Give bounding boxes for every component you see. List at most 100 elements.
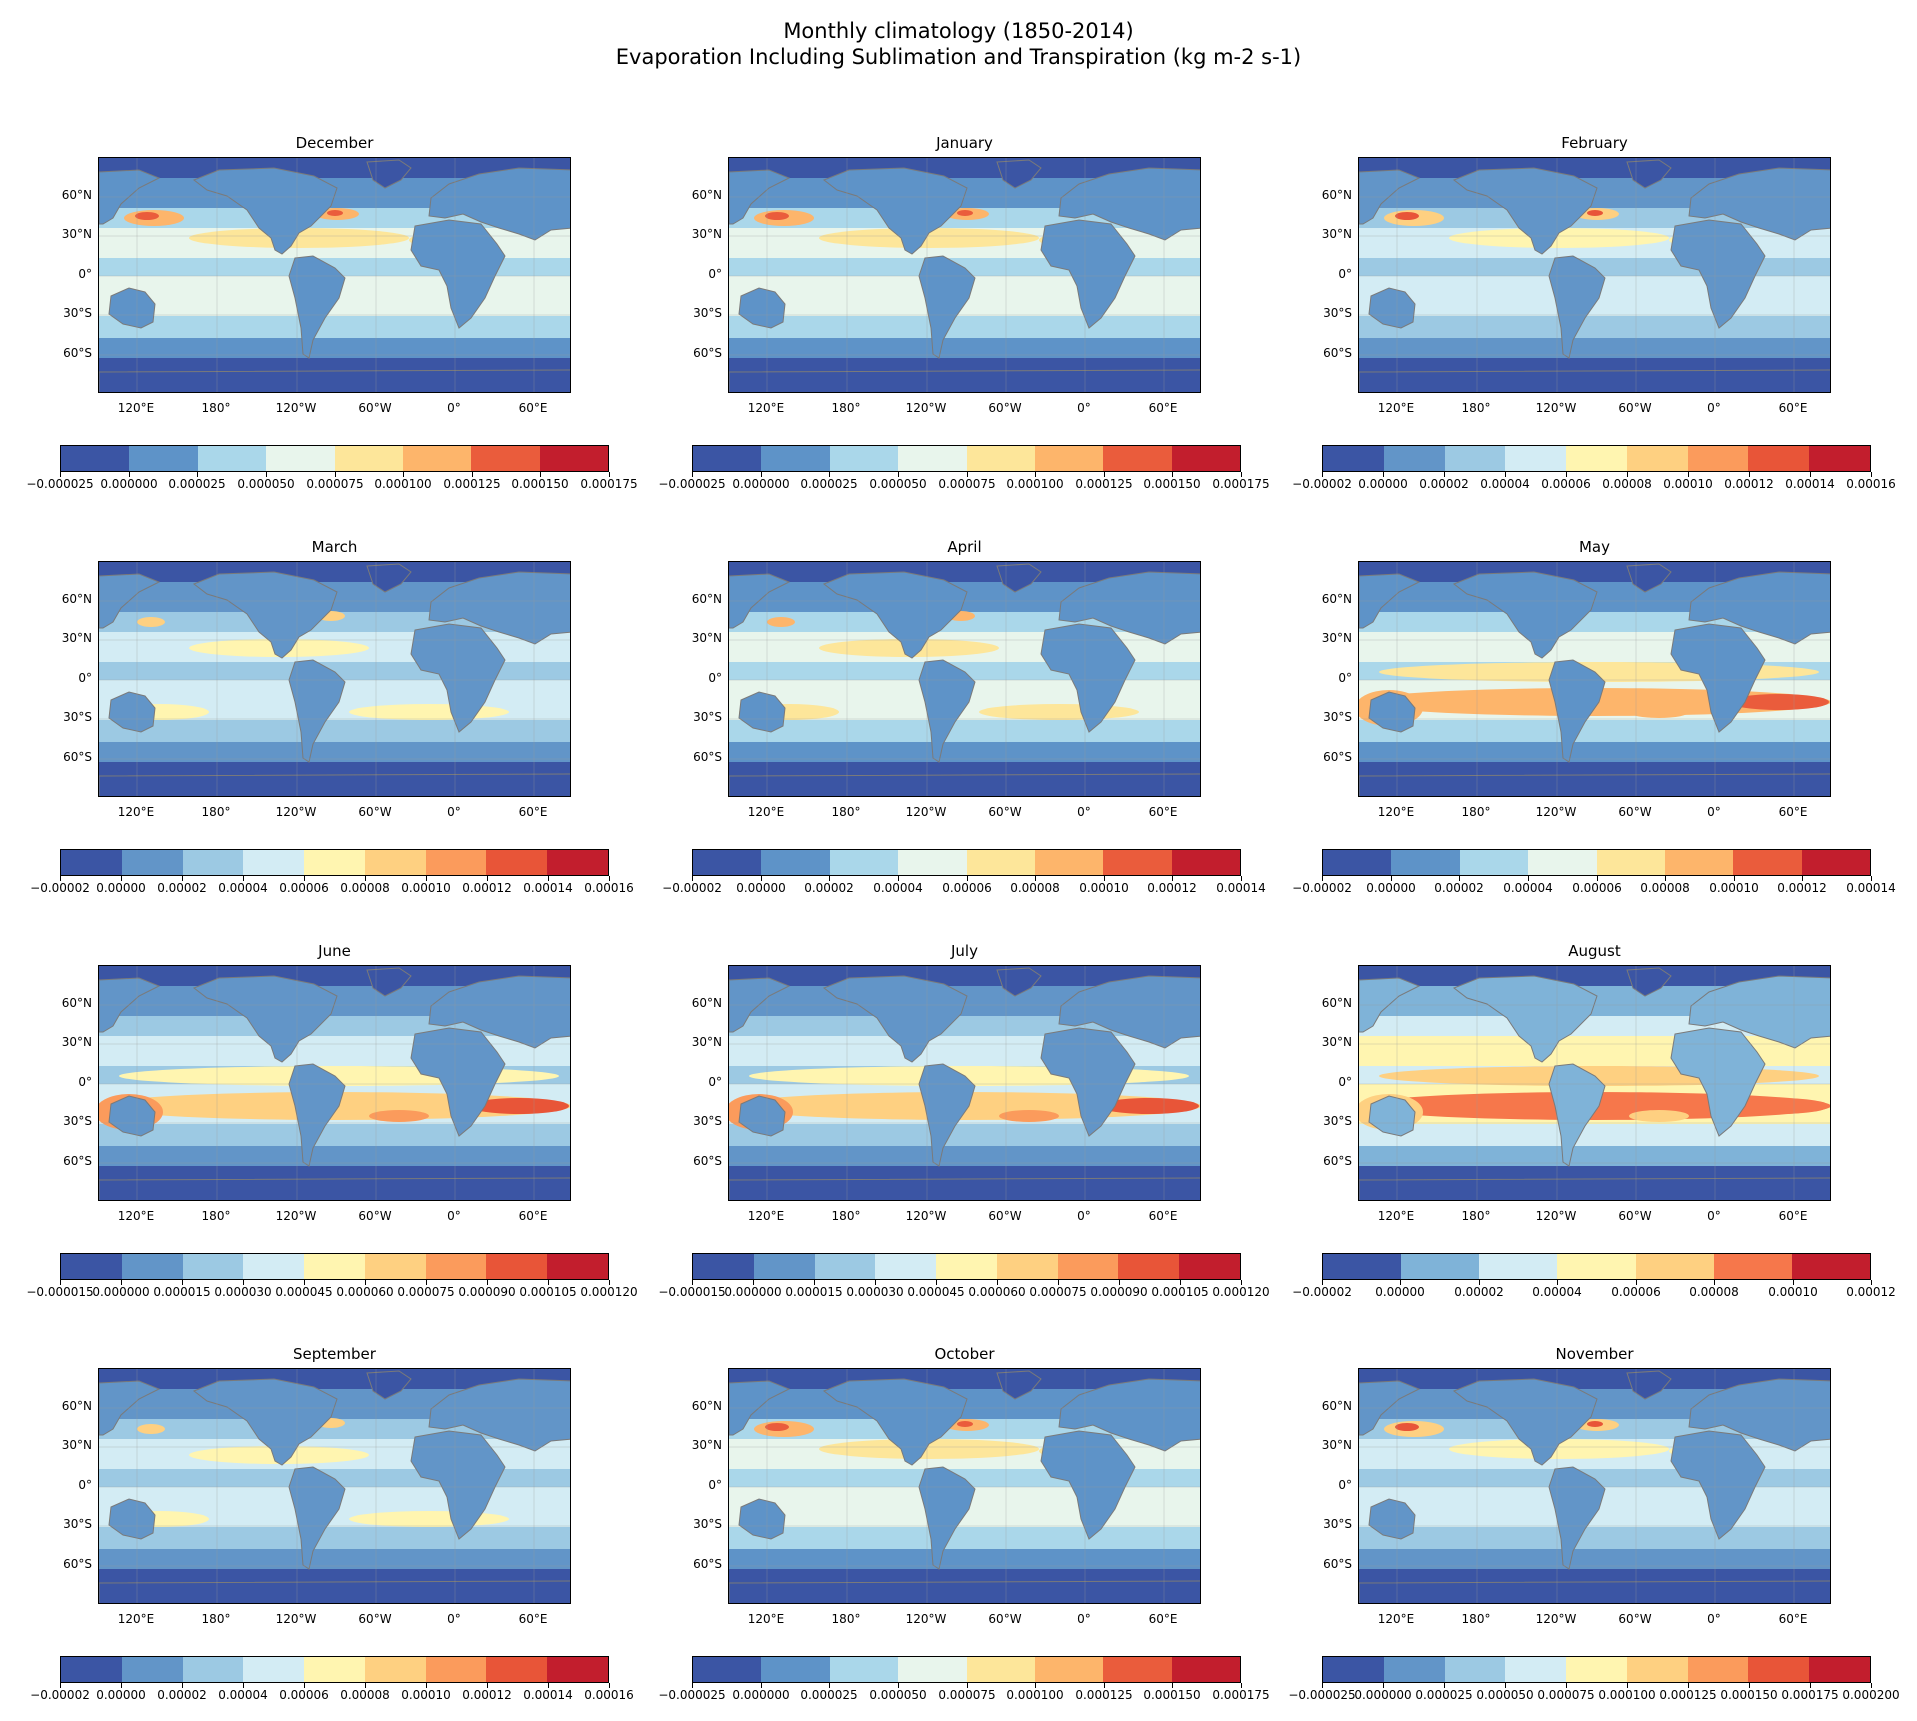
colorbar-swatch <box>1057 1254 1119 1279</box>
landmass-africa <box>410 1430 506 1540</box>
landmass-samerica <box>918 1063 976 1167</box>
colorbar-tickmark <box>487 1280 488 1285</box>
landmass-greenland <box>366 1370 412 1400</box>
colorbar-may <box>1322 849 1871 876</box>
contour-blob <box>1449 1439 1669 1459</box>
figure-title-line1: Monthly climatology (1850-2014) <box>783 19 1134 43</box>
lat-tick-label: 30°S <box>693 710 722 724</box>
colorbar-swatch <box>1687 1657 1749 1682</box>
lon-tick-label: 60°E <box>1778 1612 1808 1626</box>
colorbar-swatch <box>1809 1657 1871 1682</box>
map-april <box>728 561 1201 797</box>
map-field-march <box>99 562 570 796</box>
colorbar-tick-label: −0.000015 <box>26 1285 94 1299</box>
lon-tick-label: 0° <box>1707 1612 1721 1626</box>
landmass-eurasia <box>1688 975 1830 1049</box>
contour-blob <box>957 1421 973 1427</box>
colorbar-tickmark <box>60 1280 61 1285</box>
colorbar-swatch <box>61 1254 122 1279</box>
landmass-eurasia <box>1058 571 1200 645</box>
colorbar-tick-label: 0.00010 <box>1768 1285 1818 1299</box>
colorbar-swatch <box>364 1254 426 1279</box>
contour-band <box>729 1527 1200 1549</box>
landmass-australia <box>108 287 156 329</box>
colorbar-swatch <box>1479 1254 1558 1279</box>
colorbar-tickmark <box>1104 1683 1105 1688</box>
lon-tick-label: 120°E <box>1377 1209 1415 1223</box>
lat-tick-label: 60°N <box>691 996 722 1010</box>
landmass-namerica <box>1452 975 1598 1063</box>
colorbar-tick-label: 0.000105 <box>1151 1285 1209 1299</box>
colorbar-swatch <box>425 850 487 875</box>
colorbar-tick-label: 0.000075 <box>938 1688 996 1702</box>
colorbar-tick-label: 0.00016 <box>584 1688 634 1702</box>
landmass-eurasiaW <box>1359 169 1421 225</box>
colorbar-tickmark <box>898 472 899 477</box>
colorbar-swatch <box>898 1657 967 1682</box>
colorbar-tick-label: 0.00004 <box>873 881 923 895</box>
colorbar-tickmark <box>997 1280 998 1285</box>
landmass-namerica <box>1452 571 1598 659</box>
landmass-samerica <box>918 1466 976 1570</box>
colorbar-tick-label: 0.000150 <box>1720 1688 1778 1702</box>
colorbar-tickmark <box>1391 876 1392 881</box>
colorbar-tick-label: 0.000045 <box>275 1285 333 1299</box>
colorbar-tick-label: 0.000050 <box>1476 1688 1534 1702</box>
colorbar-tickmark <box>1871 1683 1872 1688</box>
landmass-samerica <box>918 255 976 359</box>
landmass-namerica <box>822 167 968 255</box>
lat-tick-label: 60°N <box>691 188 722 202</box>
lat-tick-label: 0° <box>1338 671 1352 685</box>
contour-band <box>1359 316 1830 338</box>
colorbar-swatch <box>1383 1657 1445 1682</box>
landmass-africa <box>1040 1027 1136 1137</box>
colorbar-tick-label: 0.00012 <box>462 881 512 895</box>
colorbar-swatch <box>182 1657 244 1682</box>
colorbar-tickmark <box>1810 472 1811 477</box>
colorbar-tickmark <box>1104 876 1105 881</box>
colorbar-tick-label: 0.000120 <box>580 1285 638 1299</box>
colorbar-swatch <box>486 1657 548 1682</box>
landmass-namerica <box>822 1378 968 1466</box>
colorbar-tickmark <box>1871 1280 1872 1285</box>
lon-tick-label: 120°W <box>275 805 317 819</box>
colorbar-swatch <box>1103 1657 1172 1682</box>
lat-tick-label: 0° <box>1338 267 1352 281</box>
colorbar-tick-label: 0.000125 <box>1659 1688 1717 1702</box>
contour-blob <box>349 1511 509 1527</box>
landmass-antarctica <box>729 1177 1200 1200</box>
landmass-samerica <box>288 1063 346 1167</box>
map-september <box>98 1368 571 1604</box>
landmass-australia <box>1368 691 1416 733</box>
colorbar-swatch <box>936 1254 997 1279</box>
colorbar-tick-label: 0.000000 <box>100 477 158 491</box>
landmass-eurasiaW <box>729 169 791 225</box>
colorbar-tickmark <box>365 1683 366 1688</box>
colorbar-tick-label: −0.000025 <box>1288 1688 1356 1702</box>
contour-blob <box>1587 210 1603 216</box>
colorbar-swatch <box>693 1657 762 1682</box>
colorbar-tickmark <box>1172 1683 1173 1688</box>
contour-band <box>1359 720 1830 742</box>
colorbar-tickmark <box>1802 876 1803 881</box>
colorbar-tickmark <box>1383 472 1384 477</box>
contour-blob <box>327 210 343 216</box>
colorbar-tick-label: 0.00002 <box>1419 477 1469 491</box>
lon-tick-label: 120°E <box>117 1209 155 1223</box>
colorbar-tick-label: 0.000175 <box>580 477 638 491</box>
colorbar-tickmark <box>60 1683 61 1688</box>
lat-tick-label: 30°N <box>61 1438 92 1452</box>
landmass-australia <box>738 287 786 329</box>
lon-tick-label: 0° <box>447 1209 461 1223</box>
colorbar-august <box>1322 1253 1871 1280</box>
contour-band <box>1359 1527 1830 1549</box>
colorbar-swatch <box>1557 1254 1636 1279</box>
landmass-namerica <box>1452 1378 1598 1466</box>
colorbar-swatch <box>547 1657 609 1682</box>
lon-tick-label: 60°E <box>518 1612 548 1626</box>
colorbar-swatch <box>364 850 426 875</box>
landmass-samerica <box>1548 1063 1606 1167</box>
colorbar-tick-label: 0.00014 <box>1846 881 1896 895</box>
colorbar-tick-label: 0.000175 <box>1212 1688 1270 1702</box>
contour-band <box>729 316 1200 338</box>
